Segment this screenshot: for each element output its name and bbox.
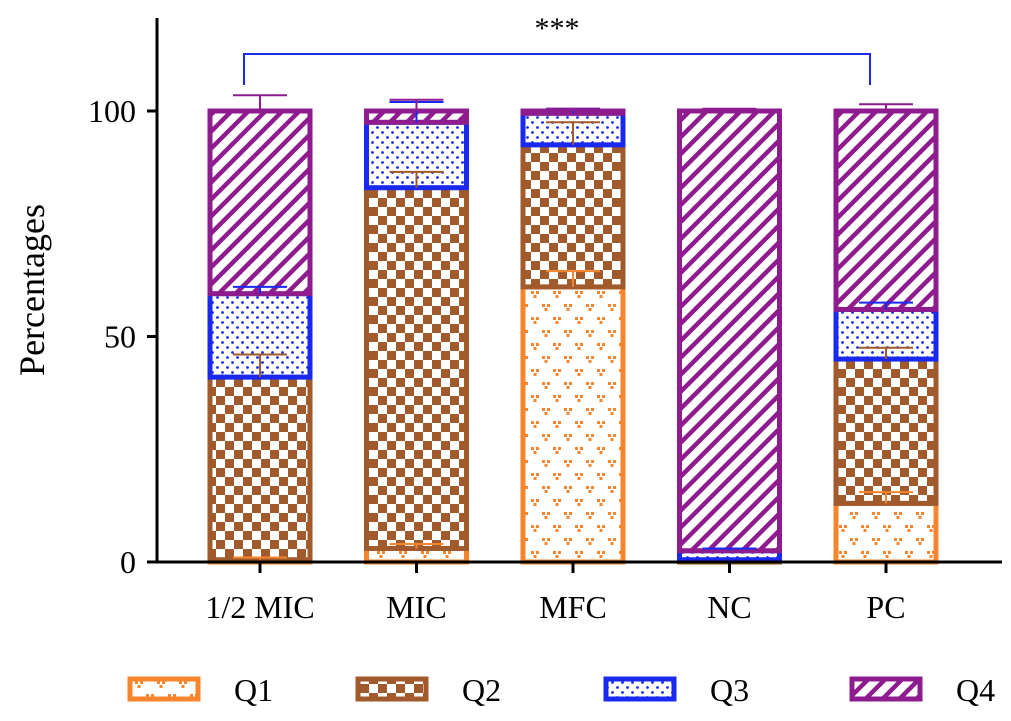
bar-q4-4 [677,108,782,554]
y-ticks: 0 50 100 [88,93,157,580]
x-tick-label: NC [707,589,751,625]
bar-q4-5 [833,108,939,312]
legend-swatch-q2 [355,676,429,702]
x-tick-label: MFC [539,589,607,625]
legend-swatch-q3 [603,676,677,702]
error-bars-layer [233,94,913,560]
y-axis-label: Percentages [12,204,52,376]
x-ticks: 1/2 MIC MIC MFC NC PC [205,562,906,625]
bar-q1-3 [520,284,626,565]
bar-q2-2 [364,185,469,551]
legend: Q1 Q2 Q3 Q4 [127,672,995,708]
bar-q2-3 [520,142,626,290]
significance-line [243,53,871,85]
bar-q2-1 [207,374,313,563]
bar-q2-5 [833,356,939,506]
legend-label-q3: Q3 [710,672,749,708]
x-tick-label: MIC [386,589,446,625]
legend-label-q4: Q4 [956,672,995,708]
legend-swatch-q4 [849,676,923,702]
x-tick-label: 1/2 MIC [205,589,314,625]
bar-q1-5 [833,500,939,565]
y-tick-label: 0 [120,544,136,580]
significance-label: *** [535,12,580,45]
significance-bracket: *** [243,12,871,85]
legend-label-q1: Q1 [234,672,273,708]
legend-label-q2: Q2 [462,672,501,708]
legend-swatch-q1 [127,676,201,702]
x-tick-label: PC [866,589,905,625]
bars-layer [207,108,939,565]
y-tick-label: 50 [104,319,136,355]
axes [155,18,1002,564]
bar-q4-1 [207,108,313,297]
y-tick-label: 100 [88,93,136,129]
